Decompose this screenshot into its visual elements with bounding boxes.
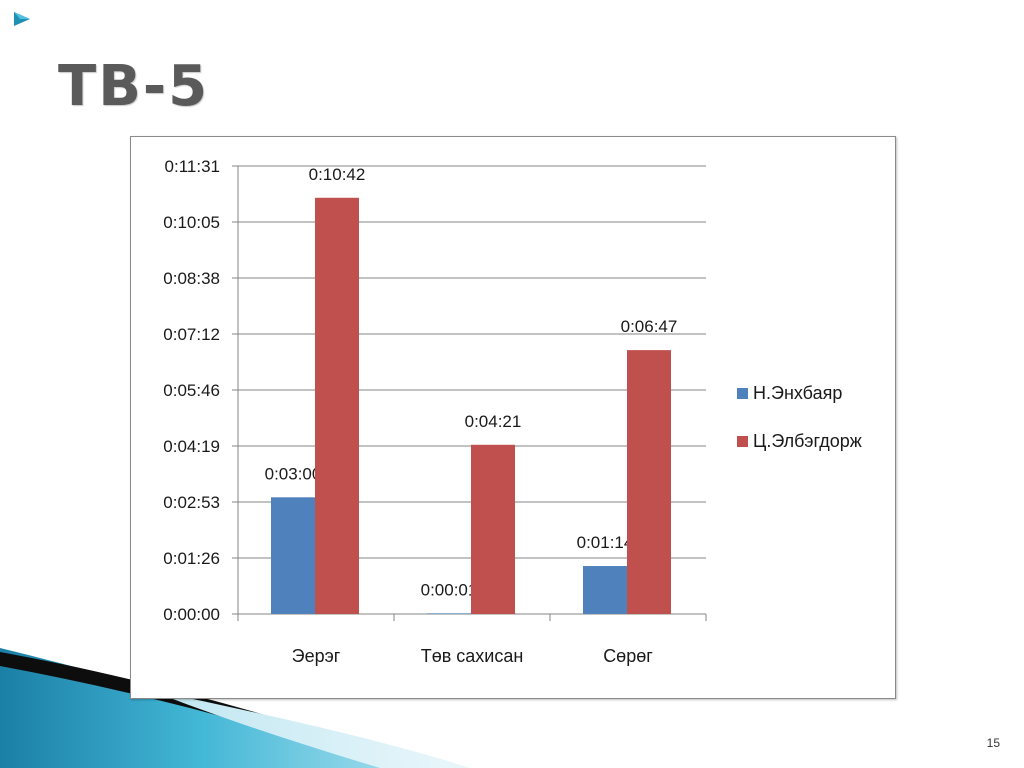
data-label: 0:06:47 (621, 317, 678, 336)
corner-swoosh-decoration (0, 648, 470, 768)
legend-swatch (737, 388, 748, 399)
data-label: 0:01:14 (577, 533, 634, 552)
legend-label: Н.Энхбаяр (753, 383, 842, 403)
bar (271, 497, 315, 614)
bar (627, 350, 671, 614)
page-number: 15 (986, 736, 1000, 750)
category-label: Сөрөг (603, 646, 653, 666)
chart-container: 0:00:00 0:01:26 0:02:53 0:04:19 0:05:46 0:07:… (130, 136, 896, 699)
bar (427, 613, 471, 614)
y-tick-label: 0:00:00 (163, 605, 220, 624)
data-label: 0:10:42 (309, 165, 366, 184)
y-tick-label: 0:01:26 (163, 549, 220, 568)
bar-chart: 0:00:00 0:01:26 0:02:53 0:04:19 0:05:46 0:07:… (163, 157, 862, 666)
y-tick-label: 0:04:19 (163, 437, 220, 456)
bar (471, 444, 515, 614)
y-tick-label: 0:05:46 (163, 381, 220, 400)
y-tick-label: 0:07:12 (163, 325, 220, 344)
legend-label: Ц.Элбэгдорж (753, 431, 862, 451)
data-label: 0:03:00 (265, 464, 322, 483)
slide-title: ТВ-5 (58, 54, 210, 119)
y-tick-label: 0:08:38 (163, 269, 220, 288)
category-label: Төв сахисан (421, 646, 524, 666)
y-tick-label: 0:10:05 (163, 213, 220, 232)
data-label: 0:04:21 (465, 412, 522, 431)
bullet-arrow-icon (14, 12, 30, 26)
y-tick-label: 0:11:31 (165, 157, 220, 176)
y-tick-label: 0:02:53 (163, 493, 220, 512)
data-label: 0:00:01 (421, 580, 478, 599)
bar (583, 566, 627, 614)
category-label: Эерэг (292, 646, 341, 666)
bar (315, 197, 359, 615)
legend-swatch (737, 436, 748, 447)
